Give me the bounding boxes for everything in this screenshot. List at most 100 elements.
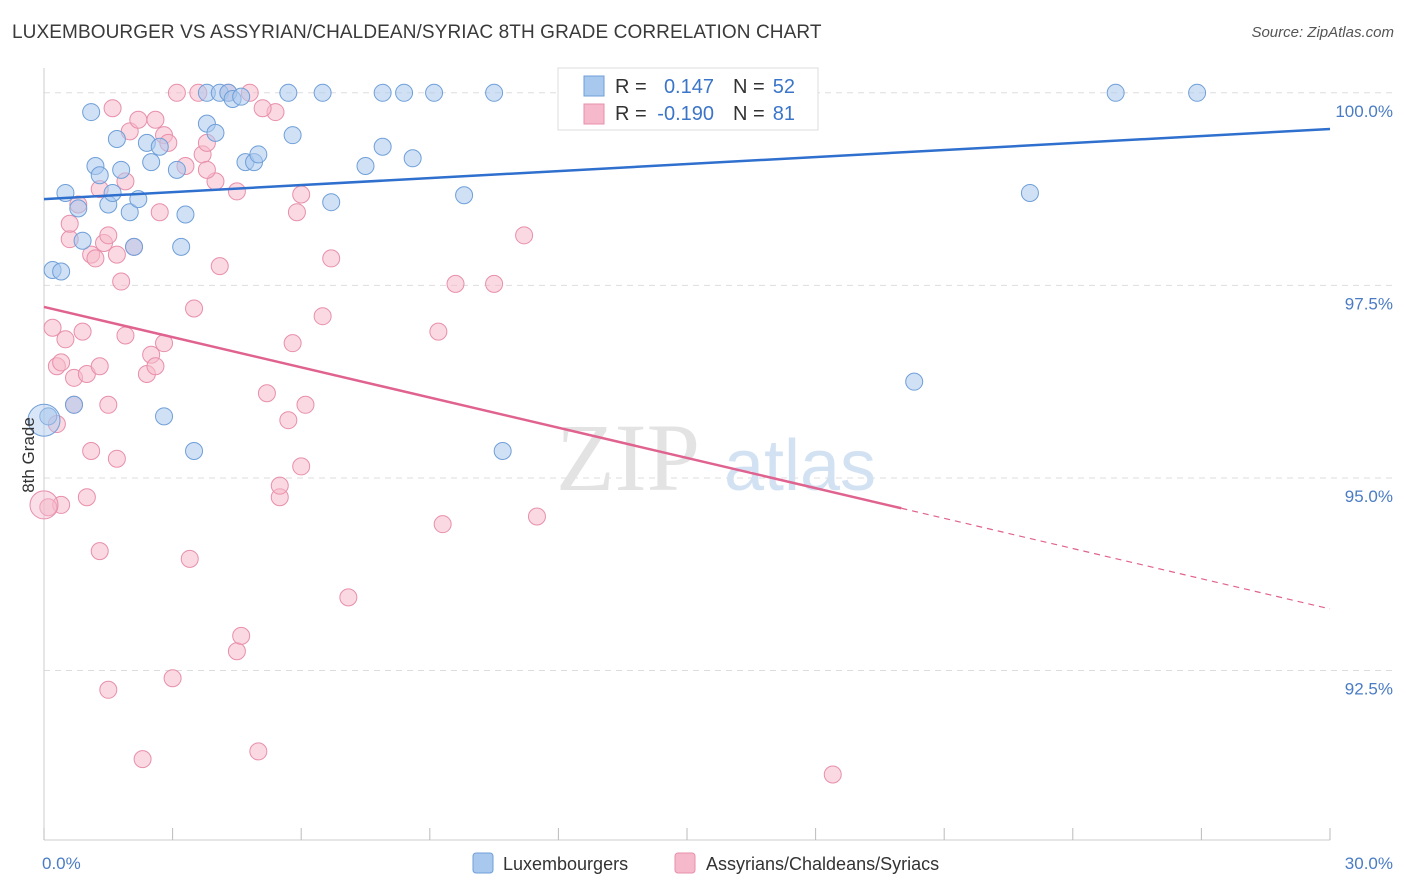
luxembourgers-point-49 (185, 442, 204, 460)
bottom-legend: Luxembourgers Assyrians/Chaldeans/Syriac… (472, 852, 939, 874)
luxembourgers-point-15 (172, 237, 191, 256)
assyrians-point-58 (283, 334, 302, 353)
chart-title: LUXEMBOURGER VS ASSYRIAN/CHALDEAN/SYRIAC… (12, 22, 822, 43)
assyrians-point-56 (270, 476, 289, 495)
luxembourgers-point-42 (1020, 183, 1039, 202)
assyrians-point-60 (292, 457, 311, 476)
luxembourgers-point-46 (73, 231, 92, 250)
assyrians-point-19 (99, 226, 118, 245)
assyrians-point-16 (90, 357, 109, 376)
trendlines (43, 127, 1331, 610)
luxembourgers-point-6 (112, 160, 131, 179)
luxembourgers-point-29 (313, 83, 332, 102)
bottom-legend-label-2: Assyrians/Chaldeans/Syriacs (706, 854, 939, 874)
bottom-legend-label-1: Luxembourgers (503, 854, 628, 874)
watermark-atlas: atlas (724, 426, 876, 506)
assyrians-point-65 (339, 588, 358, 607)
gridlines (44, 92, 1392, 672)
assyrians-point-31 (146, 110, 165, 129)
luxembourgers-point-8 (120, 203, 139, 222)
luxembourgers-point-12 (142, 153, 161, 172)
legend-n-value-1: 52 (773, 76, 795, 98)
luxembourgers-point-16 (176, 205, 195, 224)
assyrians-point-23 (112, 272, 131, 291)
assyrians-point-37 (163, 669, 182, 688)
assyrians-point-62 (296, 395, 315, 414)
luxembourgers-point-13 (150, 137, 169, 156)
assyrians-point-61 (292, 185, 311, 204)
source-label: Source: ZipAtlas.com (1251, 24, 1394, 41)
assyrians-point-22 (107, 245, 126, 264)
legend-n-label-1: N = (733, 76, 765, 98)
assyrians-point-38 (167, 83, 186, 102)
assyrians-point-5 (60, 214, 79, 233)
luxembourgers-point-40 (1106, 83, 1125, 102)
assyrians-point-52 (249, 742, 268, 761)
luxembourgers-point-43 (905, 372, 924, 391)
legend-swatch-blue (583, 75, 605, 97)
luxembourgers-point-50 (65, 395, 84, 414)
assyrians-point-40 (180, 549, 199, 568)
assyrians-point-3 (56, 330, 75, 349)
assyrians-point-68 (446, 274, 465, 293)
assyrians-point-50 (232, 626, 251, 645)
x-tick-label-0: 0.0% (42, 854, 81, 873)
luxembourgers-point-36 (425, 83, 444, 102)
assyrians-point-46 (210, 257, 229, 276)
assyrians-point-64 (322, 249, 341, 268)
luxembourgers-point-1 (82, 103, 101, 122)
luxembourgers-point-32 (373, 83, 392, 102)
y-tick-labels: 100.0% 97.5% 95.0% 92.5% (1335, 102, 1393, 699)
legend-n-value-2: 81 (773, 103, 795, 125)
assyrians-point-11 (77, 488, 96, 507)
assyrians-point-79 (197, 160, 216, 179)
y-tick-label-2: 95.0% (1345, 487, 1393, 506)
assyrians-point-70 (515, 226, 534, 245)
assyrians-cluster-point (29, 490, 59, 520)
assyrians-point-74 (823, 765, 842, 784)
luxembourgers-point-19 (206, 123, 225, 142)
assyrians-point-72 (133, 750, 152, 769)
legend-swatch-pink (583, 103, 605, 125)
assyrians-point-69 (485, 274, 504, 293)
legend-box: R = 0.147 N = 52 R = -0.190 N = 81 (557, 67, 819, 131)
y-axis-label: 8th Grade (19, 417, 38, 493)
luxembourgers-point-35 (403, 149, 422, 168)
luxembourgers-point-23 (232, 87, 251, 106)
luxembourgers-point-28 (283, 126, 302, 145)
luxembourgers-point-14 (167, 160, 186, 179)
legend-r-label-1: R = (615, 76, 647, 98)
luxembourgers-point-38 (485, 83, 504, 102)
luxembourgers-point-37 (455, 186, 474, 205)
legend-r-value-1: 0.147 (664, 76, 714, 98)
watermark-zip: ZIP (556, 404, 700, 511)
assyrians-point-63 (313, 307, 332, 326)
axes (43, 68, 1331, 841)
assyrians-point-48 (227, 182, 246, 201)
assyrians-point-9 (73, 322, 92, 341)
assyrians-point-57 (279, 411, 298, 430)
assyrians-point-66 (429, 322, 448, 341)
legend-n-label-2: N = (733, 103, 765, 125)
assyrians-point-71 (527, 507, 546, 526)
legend-r-value-2: -0.190 (657, 103, 714, 125)
assyrians-point-2 (52, 353, 71, 372)
x-tick-labels: 0.0% 30.0% (42, 854, 1393, 873)
assyrians-point-53 (257, 384, 276, 403)
y-tick-label-1: 97.5% (1345, 294, 1393, 313)
assyrians-point-73 (99, 680, 118, 699)
luxembourgers-point-33 (373, 137, 392, 156)
series-assyrians-points (29, 83, 842, 784)
luxembourgers-point-5 (107, 130, 126, 149)
assyrians-point-41 (185, 299, 204, 318)
y-tick-label-3: 92.5% (1345, 680, 1393, 699)
luxembourgers-point-51 (39, 407, 58, 426)
luxembourgers-cluster-point (27, 403, 61, 437)
luxembourgers-point-26 (249, 145, 268, 164)
luxembourgers-point-34 (395, 83, 414, 102)
assyrians-point-24 (116, 326, 135, 345)
assyrians-point-21 (107, 449, 126, 468)
luxembourgers-point-41 (1188, 83, 1207, 102)
assyrians-point-33 (150, 203, 169, 222)
x-tick-label-1: 30.0% (1345, 854, 1393, 873)
